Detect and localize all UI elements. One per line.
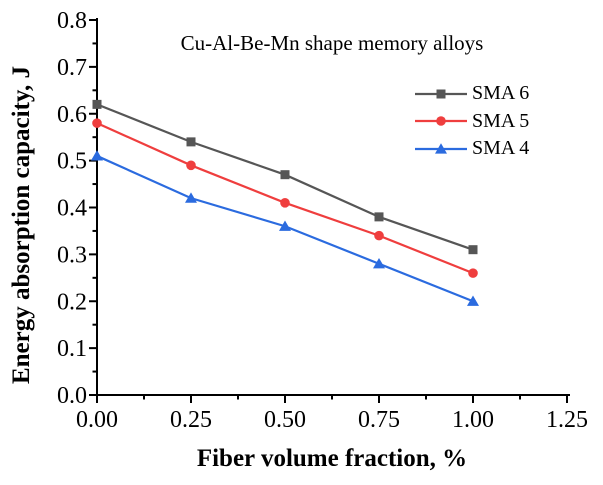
x-tick-label: 0.00 xyxy=(76,407,118,433)
legend-marker xyxy=(435,142,447,154)
y-tick-label: 0.0 xyxy=(57,383,87,409)
data-point-marker xyxy=(280,198,290,208)
x-tick-label: 0.75 xyxy=(358,407,400,433)
data-point-marker xyxy=(373,257,385,269)
data-point-marker xyxy=(92,99,102,109)
data-point-marker xyxy=(374,230,384,241)
data-point-marker xyxy=(374,212,384,222)
data-point-marker xyxy=(280,170,290,180)
data-point-marker xyxy=(468,268,478,278)
legend-item-sma-4: SMA 4 xyxy=(415,135,529,163)
legend-label: SMA 5 xyxy=(472,109,530,132)
legend: SMA 6 SMA 5 SMA 4 xyxy=(415,80,529,163)
x-tick-label: 0.50 xyxy=(264,407,306,433)
data-point-marker xyxy=(279,220,291,231)
data-point-marker xyxy=(92,118,102,128)
y-tick-label: 0.7 xyxy=(57,55,87,81)
x-axis-label: Fiber volume fraction, % xyxy=(196,445,468,472)
y-axis-label: Energy absorption capacity, J xyxy=(8,65,35,385)
data-point-marker xyxy=(186,160,196,171)
data-point-marker xyxy=(186,137,196,147)
legend-item-sma-5: SMA 5 xyxy=(415,108,529,136)
legend-marker-triangle-icon xyxy=(415,142,467,154)
y-tick-label: 0.1 xyxy=(57,336,87,362)
data-point-marker xyxy=(468,245,478,255)
data-point-marker xyxy=(467,295,479,306)
legend-marker xyxy=(436,116,446,127)
legend-label: SMA 4 xyxy=(472,137,530,160)
y-tick-label: 0.3 xyxy=(57,242,87,268)
data-point-marker xyxy=(185,192,197,203)
legend-marker xyxy=(436,89,446,99)
y-tick-label: 0.4 xyxy=(57,196,87,222)
data-point-marker xyxy=(91,150,103,161)
legend-item-sma-6: SMA 6 xyxy=(415,80,529,108)
y-tick-label: 0.6 xyxy=(57,102,87,128)
y-tick-label: 0.5 xyxy=(57,149,87,175)
y-tick-label: 0.8 xyxy=(57,8,87,34)
legend-marker-circle-icon xyxy=(415,116,467,127)
legend-label: SMA 6 xyxy=(472,82,530,105)
legend-marker-square-icon xyxy=(415,89,467,99)
x-tick-label: 1.25 xyxy=(546,407,588,433)
chart-title: Cu-Al-Be-Mn shape memory alloys xyxy=(180,31,484,55)
y-tick-label: 0.2 xyxy=(57,289,87,315)
x-tick-label: 1.00 xyxy=(452,407,494,433)
x-tick-label: 0.25 xyxy=(170,407,212,433)
